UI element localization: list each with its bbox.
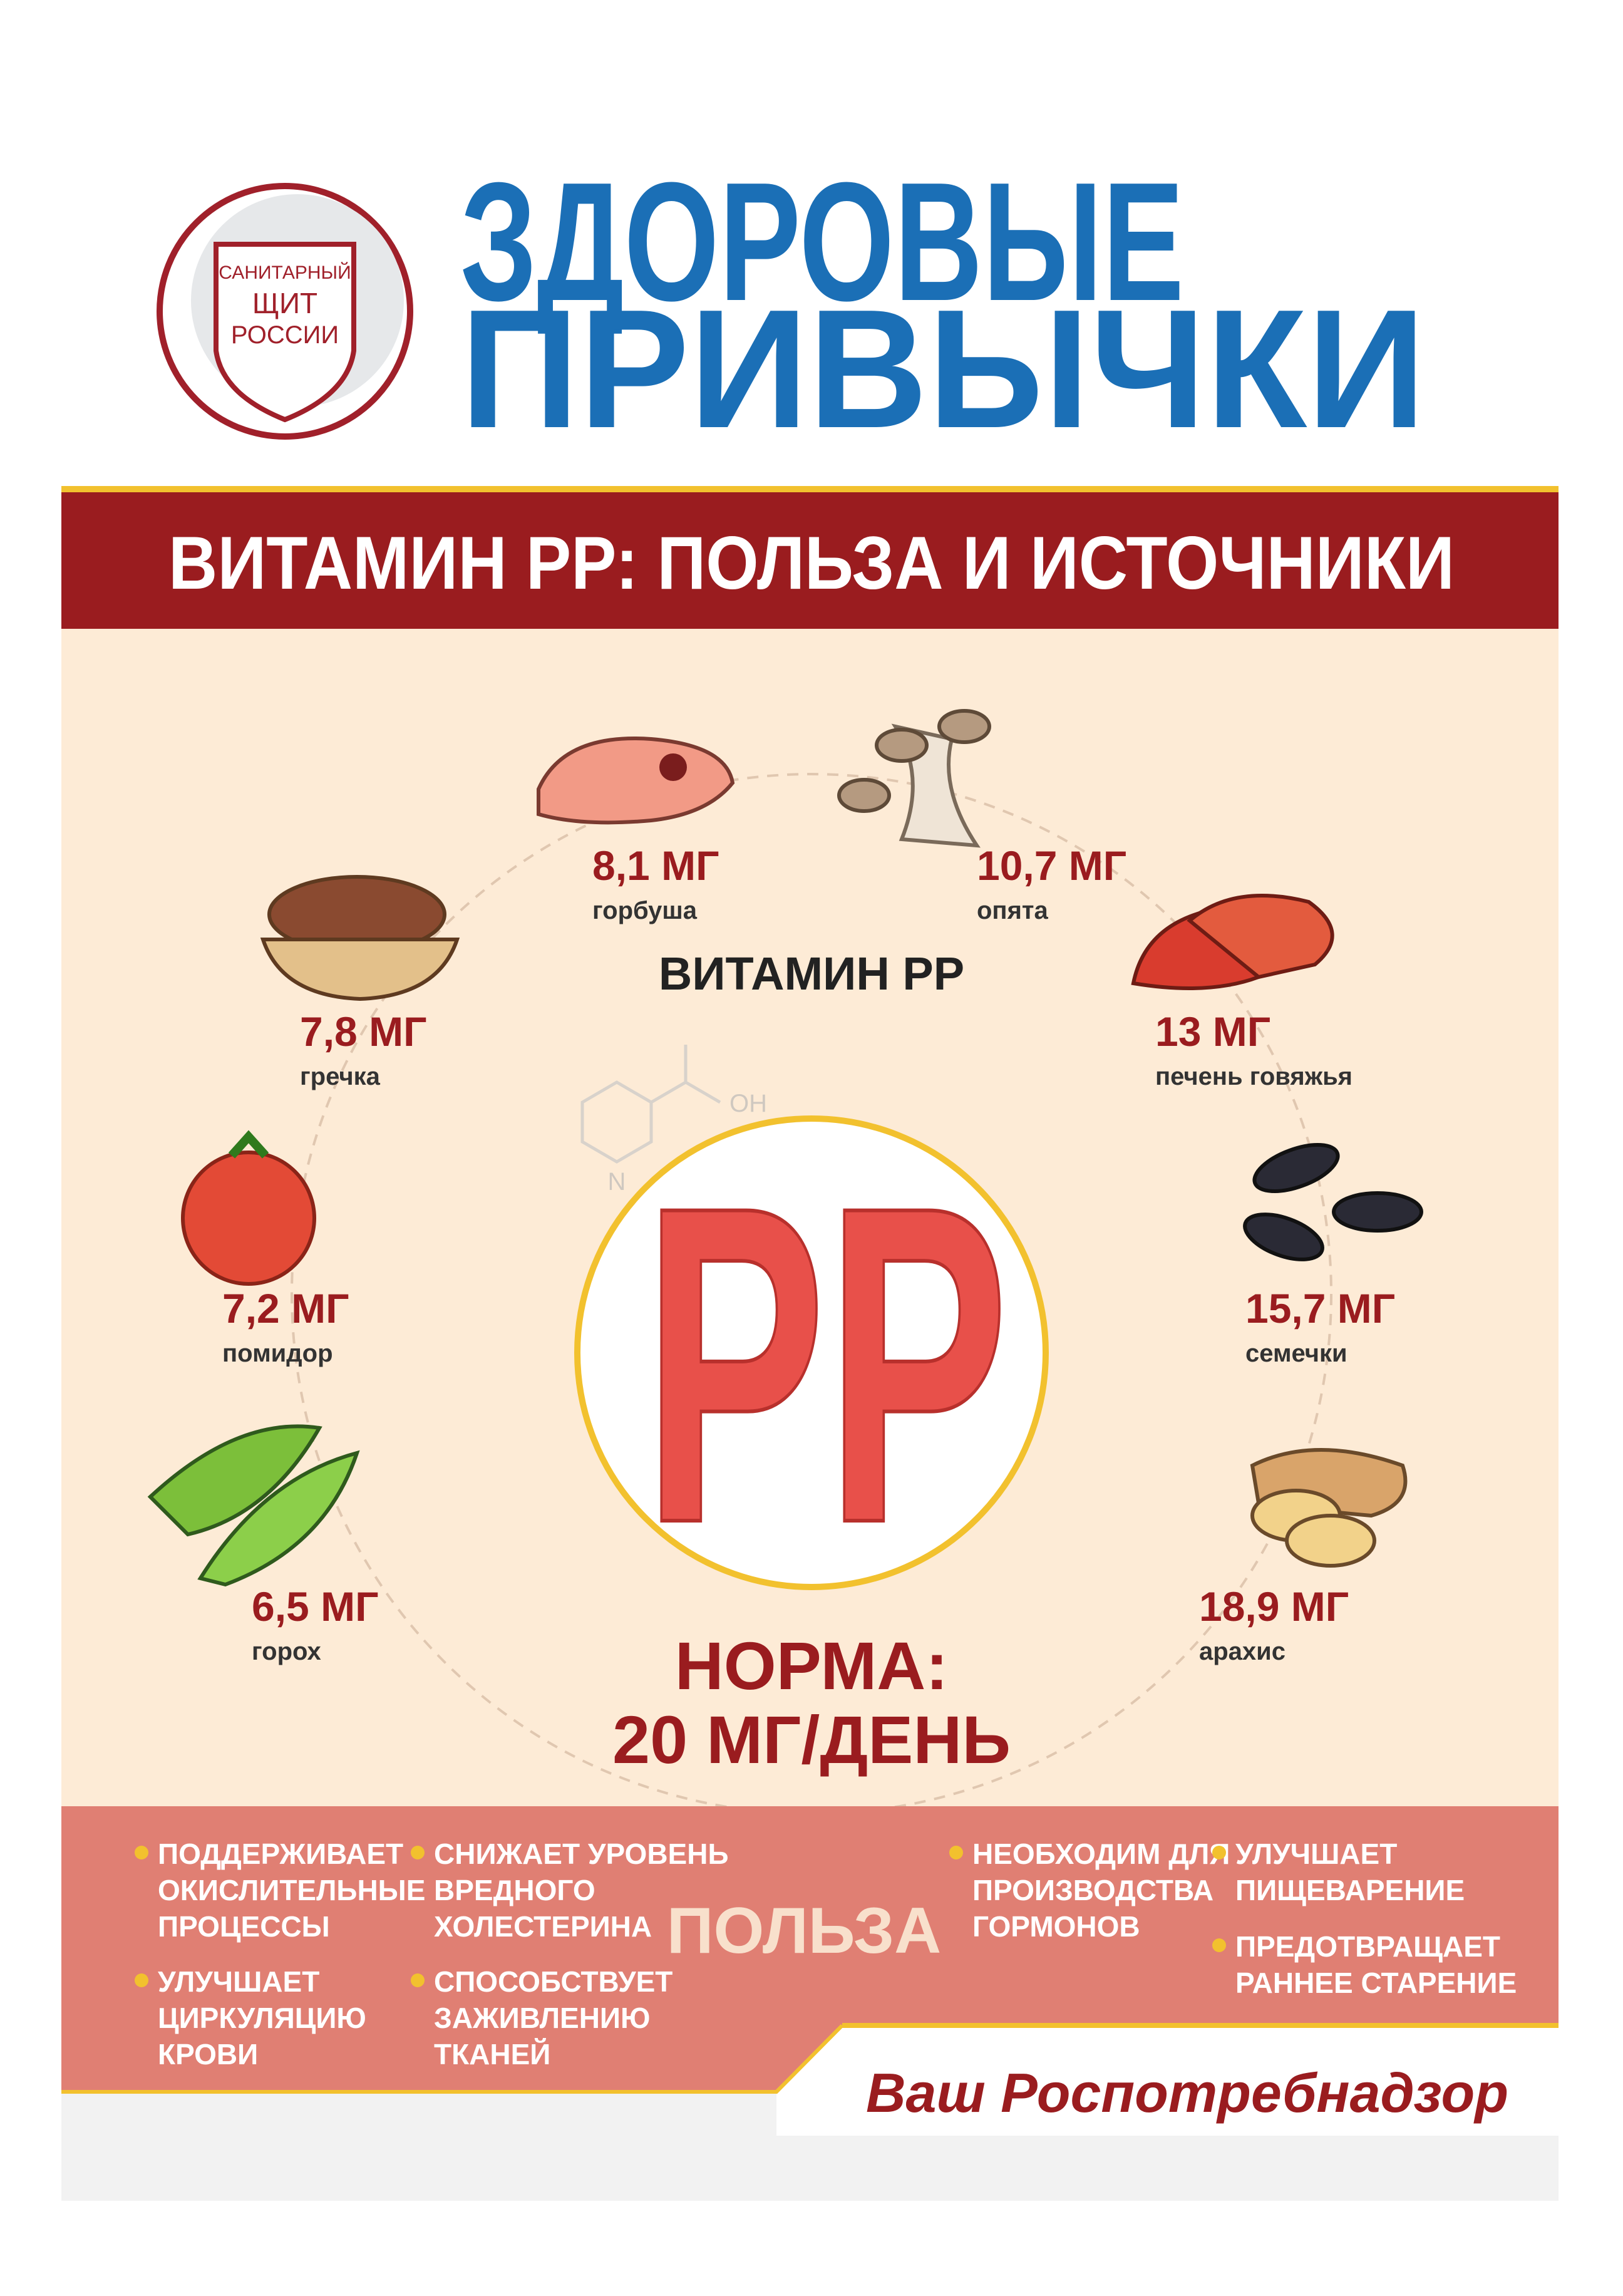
icon-tomato	[181, 1130, 316, 1286]
title: ПРИВЫЧКИ	[460, 275, 1426, 463]
benefit-line: ТКАНЕЙ	[434, 2038, 550, 2071]
decoration	[260, 938, 460, 1001]
benefit-line: СПОСОБСТВУЕТ	[434, 1965, 672, 1998]
source-name: семечки	[1245, 1340, 1347, 1367]
bullet	[411, 1973, 425, 1987]
benefit-line: СНИЖАЕТ УРОВЕНЬ	[434, 1838, 729, 1870]
source-amount: 15,7 МГ	[1245, 1285, 1395, 1332]
decoration	[937, 709, 991, 744]
decoration	[659, 753, 687, 781]
benefit-line: ХОЛЕСТЕРИНА	[434, 1910, 652, 1943]
benefits-box	[61, 1806, 1559, 2092]
benefit-line: ПОДДЕРЖИВАЕТ	[158, 1838, 403, 1870]
source-amount: 18,9 МГ	[1199, 1583, 1349, 1630]
norm: 20 МГ/ДЕНЬ	[612, 1702, 1011, 1777]
decoration	[181, 1151, 316, 1286]
bullet	[135, 1846, 148, 1859]
bullet	[1212, 1846, 1226, 1859]
benefit-line: ПРОИЗВОДСТВА	[972, 1874, 1213, 1906]
source-amount: 8,1 МГ	[592, 842, 719, 889]
decoration	[1285, 1514, 1376, 1568]
decoration	[875, 728, 929, 763]
logo-shield	[214, 242, 356, 423]
source-name: гречка	[300, 1063, 381, 1090]
benefit-line: ОКИСЛИТЕЛЬНЫЕ	[158, 1874, 425, 1906]
icon-liver	[1131, 894, 1334, 990]
title: ЗДОРОВЫЕ	[460, 148, 1184, 336]
molecule	[580, 1045, 721, 1164]
decoration	[197, 1450, 360, 1587]
decoration	[1243, 1213, 1324, 1261]
molecule-ring	[580, 1080, 653, 1164]
source-amount: 7,2 МГ	[222, 1285, 349, 1332]
dynamic-layer: 8,1 МГ горбуша 10,7 МГ опята 13 МГ печень гов…	[135, 842, 1517, 2071]
source-amount: 10,7 МГ	[977, 842, 1126, 889]
benefit-line: НЕОБХОДИМ ДЛЯ	[972, 1838, 1230, 1870]
source-amount: 7,8 МГ	[300, 1008, 426, 1055]
decoration	[1187, 894, 1334, 980]
icon-buckwheat	[260, 875, 460, 1001]
banner	[61, 492, 1559, 629]
molecule-atom: N	[608, 1168, 626, 1196]
signature-area	[776, 2025, 1559, 2136]
decoration	[1252, 1143, 1340, 1193]
icon-mushrooms	[837, 709, 991, 848]
benefit-line: ПРОЦЕССЫ	[158, 1910, 330, 1943]
benefit-line: ПРЕДОТВРАЩАЕТ	[1235, 1930, 1500, 1963]
banner-title: ВИТАМИН РР: ПОЛЬЗА И ИСТОЧНИКИ	[168, 521, 1455, 605]
decoration	[228, 1130, 269, 1159]
logo-text: ЩИТ	[252, 287, 317, 319]
dashed-circle	[291, 773, 1332, 1815]
icon-peanuts	[1250, 1448, 1408, 1568]
benefit-line: УЛУЧШАЕТ	[1235, 1838, 1397, 1870]
benefit-line: ЦИРКУЛЯЦИЮ	[158, 2002, 366, 2034]
source-name: арахис	[1199, 1638, 1286, 1665]
benefit-line: ГОРМОНОВ	[972, 1910, 1140, 1943]
benefits-title: ПОЛЬЗА	[667, 1895, 941, 1967]
source-amount: 6,5 МГ	[252, 1583, 378, 1630]
accent-line	[61, 2024, 844, 2094]
decoration	[147, 1424, 322, 1537]
icon-peas	[147, 1424, 360, 1587]
decoration	[1332, 1191, 1423, 1233]
benefit-line: ВРЕДНОГО	[434, 1874, 595, 1906]
icon-salmon	[537, 737, 735, 825]
bullet	[135, 1973, 148, 1987]
molecule-bonds	[650, 1045, 721, 1104]
benefit-line: ЗАЖИВЛЕНИЮ	[434, 2002, 650, 2034]
benefit-line: РАННЕЕ СТАРЕНИЕ	[1235, 1967, 1517, 1999]
signature: Ваш Роспотребнадзор	[866, 2062, 1508, 2124]
source-amount: 13 МГ	[1155, 1008, 1270, 1055]
center-circle	[574, 1115, 1049, 1590]
center-letters: РР	[643, 1112, 1009, 1616]
logo-text: САНИТАРНЫЙ	[219, 262, 351, 283]
benefit-line: УЛУЧШАЕТ	[158, 1965, 319, 1998]
center-label: ВИТАМИН РР	[659, 948, 964, 1000]
source-name: горох	[252, 1638, 321, 1665]
norm: НОРМА:	[675, 1628, 949, 1704]
source-name: помидор	[222, 1340, 333, 1367]
source-name: опята	[977, 897, 1049, 924]
bullet	[411, 1846, 425, 1859]
bullet	[949, 1846, 963, 1859]
icon-seeds	[1243, 1143, 1423, 1261]
source-name: печень говяжья	[1155, 1063, 1352, 1090]
logo-text: РОССИИ	[231, 321, 339, 349]
accent-line	[61, 486, 1559, 492]
source-name: горбуша	[592, 897, 698, 924]
decoration	[837, 778, 891, 813]
logo: САНИТАРНЫЙ ЩИТ РОССИИ	[157, 183, 413, 440]
benefit-line: ПИЩЕВАРЕНИЕ	[1235, 1874, 1465, 1906]
molecule-atom: OH	[729, 1090, 767, 1117]
bullet	[1212, 1938, 1226, 1952]
benefit-line: КРОВИ	[158, 2038, 258, 2071]
